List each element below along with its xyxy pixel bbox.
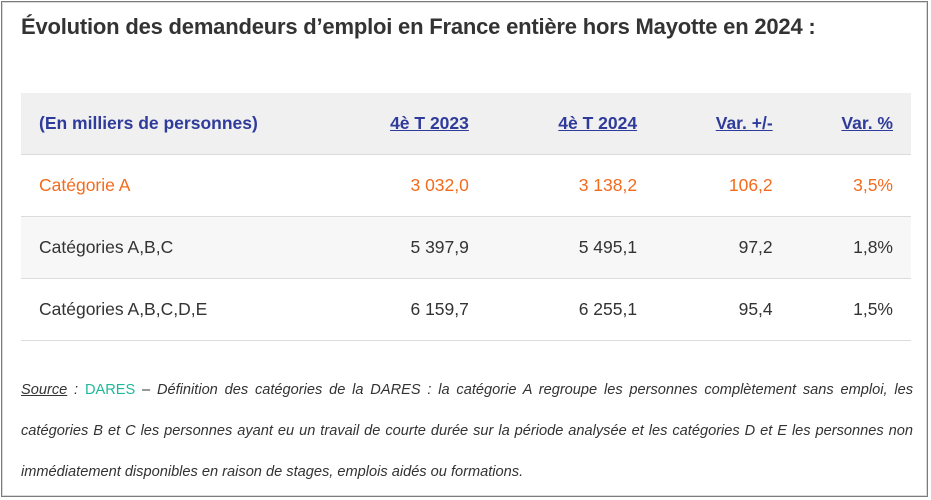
cell-q4-2023: 3 032,0: [342, 154, 487, 217]
cell-q4-2023: 5 397,9: [342, 216, 487, 279]
header-unit-label: (En milliers de personnes): [39, 113, 258, 133]
source-label: Source: [21, 382, 68, 398]
cell-variation-abs: 106,2: [655, 154, 791, 217]
header-q4-2023[interactable]: 4è T 2023: [342, 93, 487, 155]
table-header-row: (En milliers de personnes) 4è T 2023 4è …: [21, 93, 911, 155]
cell-q4-2024: 5 495,1: [486, 216, 656, 279]
source-definition-text: – Définition des catégories de la DARES …: [21, 382, 914, 480]
cell-variation-pct: 1,8%: [790, 216, 911, 279]
row-label: Catégorie A: [21, 154, 343, 217]
row-label: Catégories A,B,C,D,E: [21, 278, 343, 341]
header-q4-2024-link[interactable]: 4è T 2024: [558, 113, 638, 133]
cell-q4-2023: 6 159,7: [342, 278, 487, 341]
source-note: Source : DARES – Définition des catégori…: [21, 370, 913, 493]
page-title: Évolution des demandeurs d’emploi en Fra…: [21, 14, 816, 39]
row-label: Catégories A,B,C: [21, 216, 343, 279]
table-row-categorie-a: Catégorie A 3 032,0 3 138,2 106,2 3,5%: [21, 154, 911, 217]
header-variation-abs-link[interactable]: Var. +/-: [715, 113, 773, 133]
table-row-categories-abcde: Catégories A,B,C,D,E 6 159,7 6 255,1 95,…: [21, 278, 911, 341]
cell-variation-pct: 1,5%: [790, 278, 911, 341]
source-colon: :: [67, 382, 85, 398]
header-q4-2023-link[interactable]: 4è T 2023: [390, 113, 469, 133]
header-q4-2024[interactable]: 4è T 2024: [487, 93, 655, 155]
cell-variation-pct: 3,5%: [790, 154, 911, 217]
data-table: (En milliers de personnes) 4è T 2023 4è …: [21, 93, 911, 341]
cell-q4-2024: 3 138,2: [486, 154, 656, 217]
dares-link[interactable]: DARES: [84, 382, 136, 398]
header-variation-pct-link[interactable]: Var. %: [841, 113, 893, 133]
header-variation-pct[interactable]: Var. %: [791, 93, 911, 155]
table-row-categories-abc: Catégories A,B,C 5 397,9 5 495,1 97,2 1,…: [21, 216, 911, 279]
header-variation-abs[interactable]: Var. +/-: [655, 93, 791, 155]
cell-variation-abs: 95,4: [655, 278, 791, 341]
cell-q4-2024: 6 255,1: [486, 278, 656, 341]
cell-variation-abs: 97,2: [655, 216, 791, 279]
